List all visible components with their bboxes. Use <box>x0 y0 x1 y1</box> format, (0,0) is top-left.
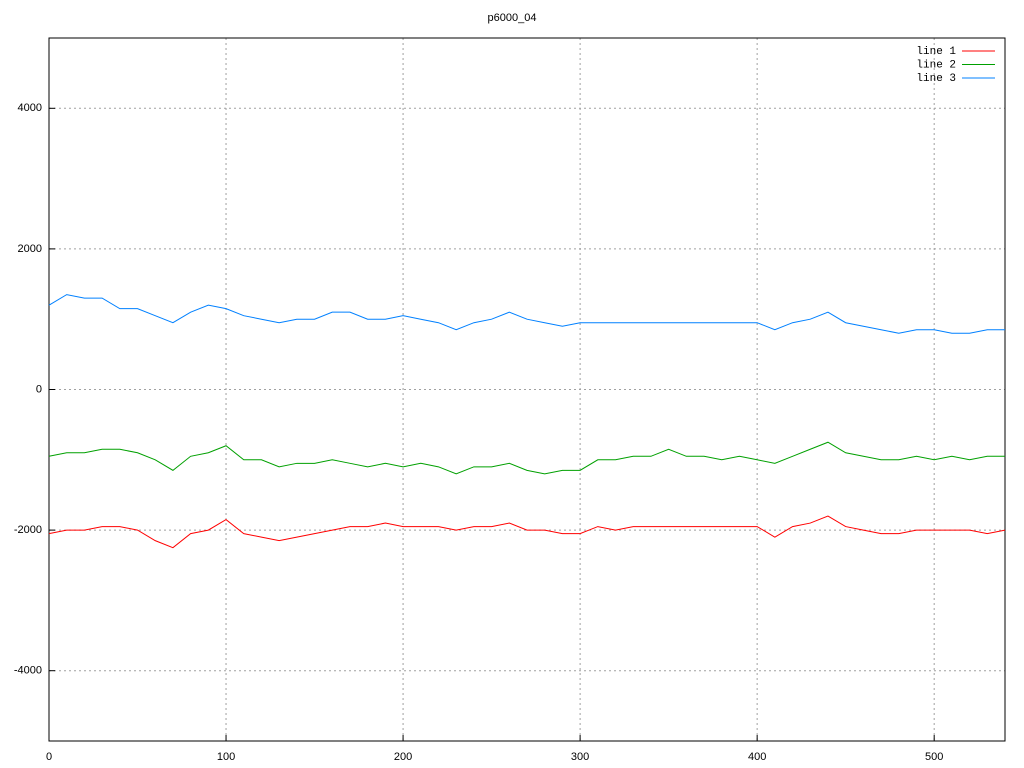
y-tick-label: 0 <box>36 383 42 395</box>
x-tick-label: 400 <box>748 751 766 763</box>
y-tick-label: -4000 <box>14 665 42 677</box>
y-tick-label: 2000 <box>18 243 42 255</box>
data-line <box>48 441 1005 475</box>
x-tick-label: 300 <box>571 751 589 763</box>
x-tick-label: 200 <box>394 751 412 763</box>
x-tick-label: 500 <box>925 751 943 763</box>
y-tick-label: -2000 <box>14 524 42 536</box>
data-line <box>48 294 1005 334</box>
x-tick-label: 0 <box>46 751 52 763</box>
data-line <box>48 515 1006 549</box>
x-tick-label: 100 <box>217 751 235 763</box>
legend-label: line 2 <box>916 59 956 71</box>
legend-label: line 3 <box>916 73 956 85</box>
legend-label: line 1 <box>916 46 956 58</box>
y-tick-label: 4000 <box>18 102 42 114</box>
plot-frame <box>48 37 1006 742</box>
chart-title: p6000_04 <box>488 12 537 24</box>
